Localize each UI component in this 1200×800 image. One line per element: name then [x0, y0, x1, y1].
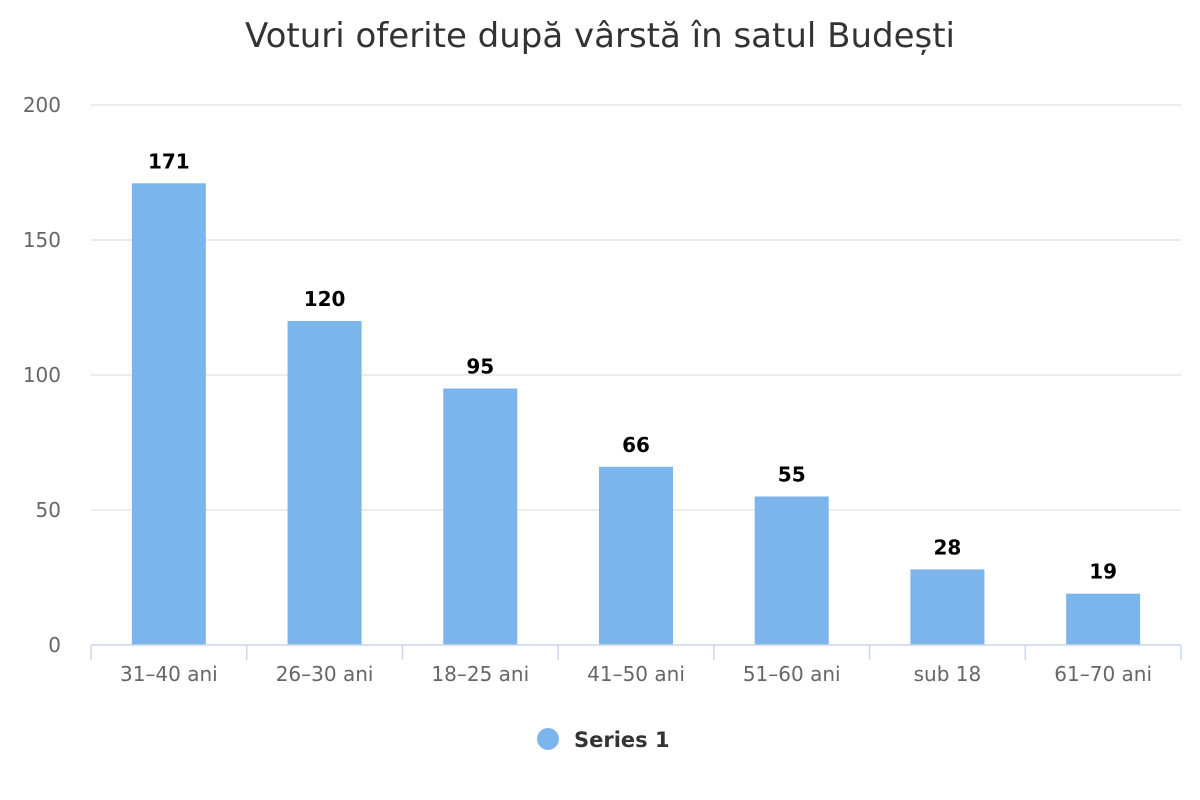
bar[interactable]: [443, 388, 518, 646]
data-label: 171: [148, 149, 190, 173]
bar[interactable]: [910, 569, 985, 645]
data-labels: 171 120 95 66 55 28 19: [148, 149, 1117, 583]
bar[interactable]: [599, 466, 673, 645]
bar[interactable]: [287, 321, 362, 645]
x-tick-label: 51–60 ani: [743, 662, 841, 686]
x-tick-label: 41–50 ani: [587, 662, 685, 686]
chart-title: Voturi oferite după vârstă în satul Bude…: [245, 16, 955, 56]
y-tick-label: 200: [23, 93, 61, 117]
x-tick-label: 18–25 ani: [431, 662, 529, 686]
legend-label[interactable]: Series 1: [574, 728, 670, 752]
x-tick-label: 61–70 ani: [1054, 662, 1152, 686]
bar[interactable]: [1066, 593, 1141, 645]
legend[interactable]: Series 1: [537, 728, 670, 752]
data-label: 28: [934, 535, 962, 559]
x-tick-label: sub 18: [914, 662, 982, 686]
x-axis: 31–40 ani 26–30 ani 18–25 ani 41–50 ani 51–6…: [90, 644, 1182, 686]
y-tick-label: 100: [23, 363, 61, 387]
legend-marker-icon: [537, 728, 559, 750]
data-label: 55: [778, 463, 806, 487]
x-tick-label: 26–30 ani: [276, 662, 374, 686]
data-label: 95: [466, 355, 494, 379]
y-axis-ticks: 0 50 100 150 200: [23, 93, 61, 657]
data-label: 120: [304, 287, 346, 311]
bar[interactable]: [131, 183, 206, 646]
y-tick-label: 50: [36, 498, 61, 522]
data-label: 66: [622, 433, 650, 457]
y-tick-label: 150: [23, 228, 61, 252]
x-tick-label: 31–40 ani: [120, 662, 218, 686]
y-tick-label: 0: [48, 633, 61, 657]
bar[interactable]: [754, 496, 829, 646]
bars: [131, 183, 1141, 646]
data-label: 19: [1089, 560, 1117, 584]
